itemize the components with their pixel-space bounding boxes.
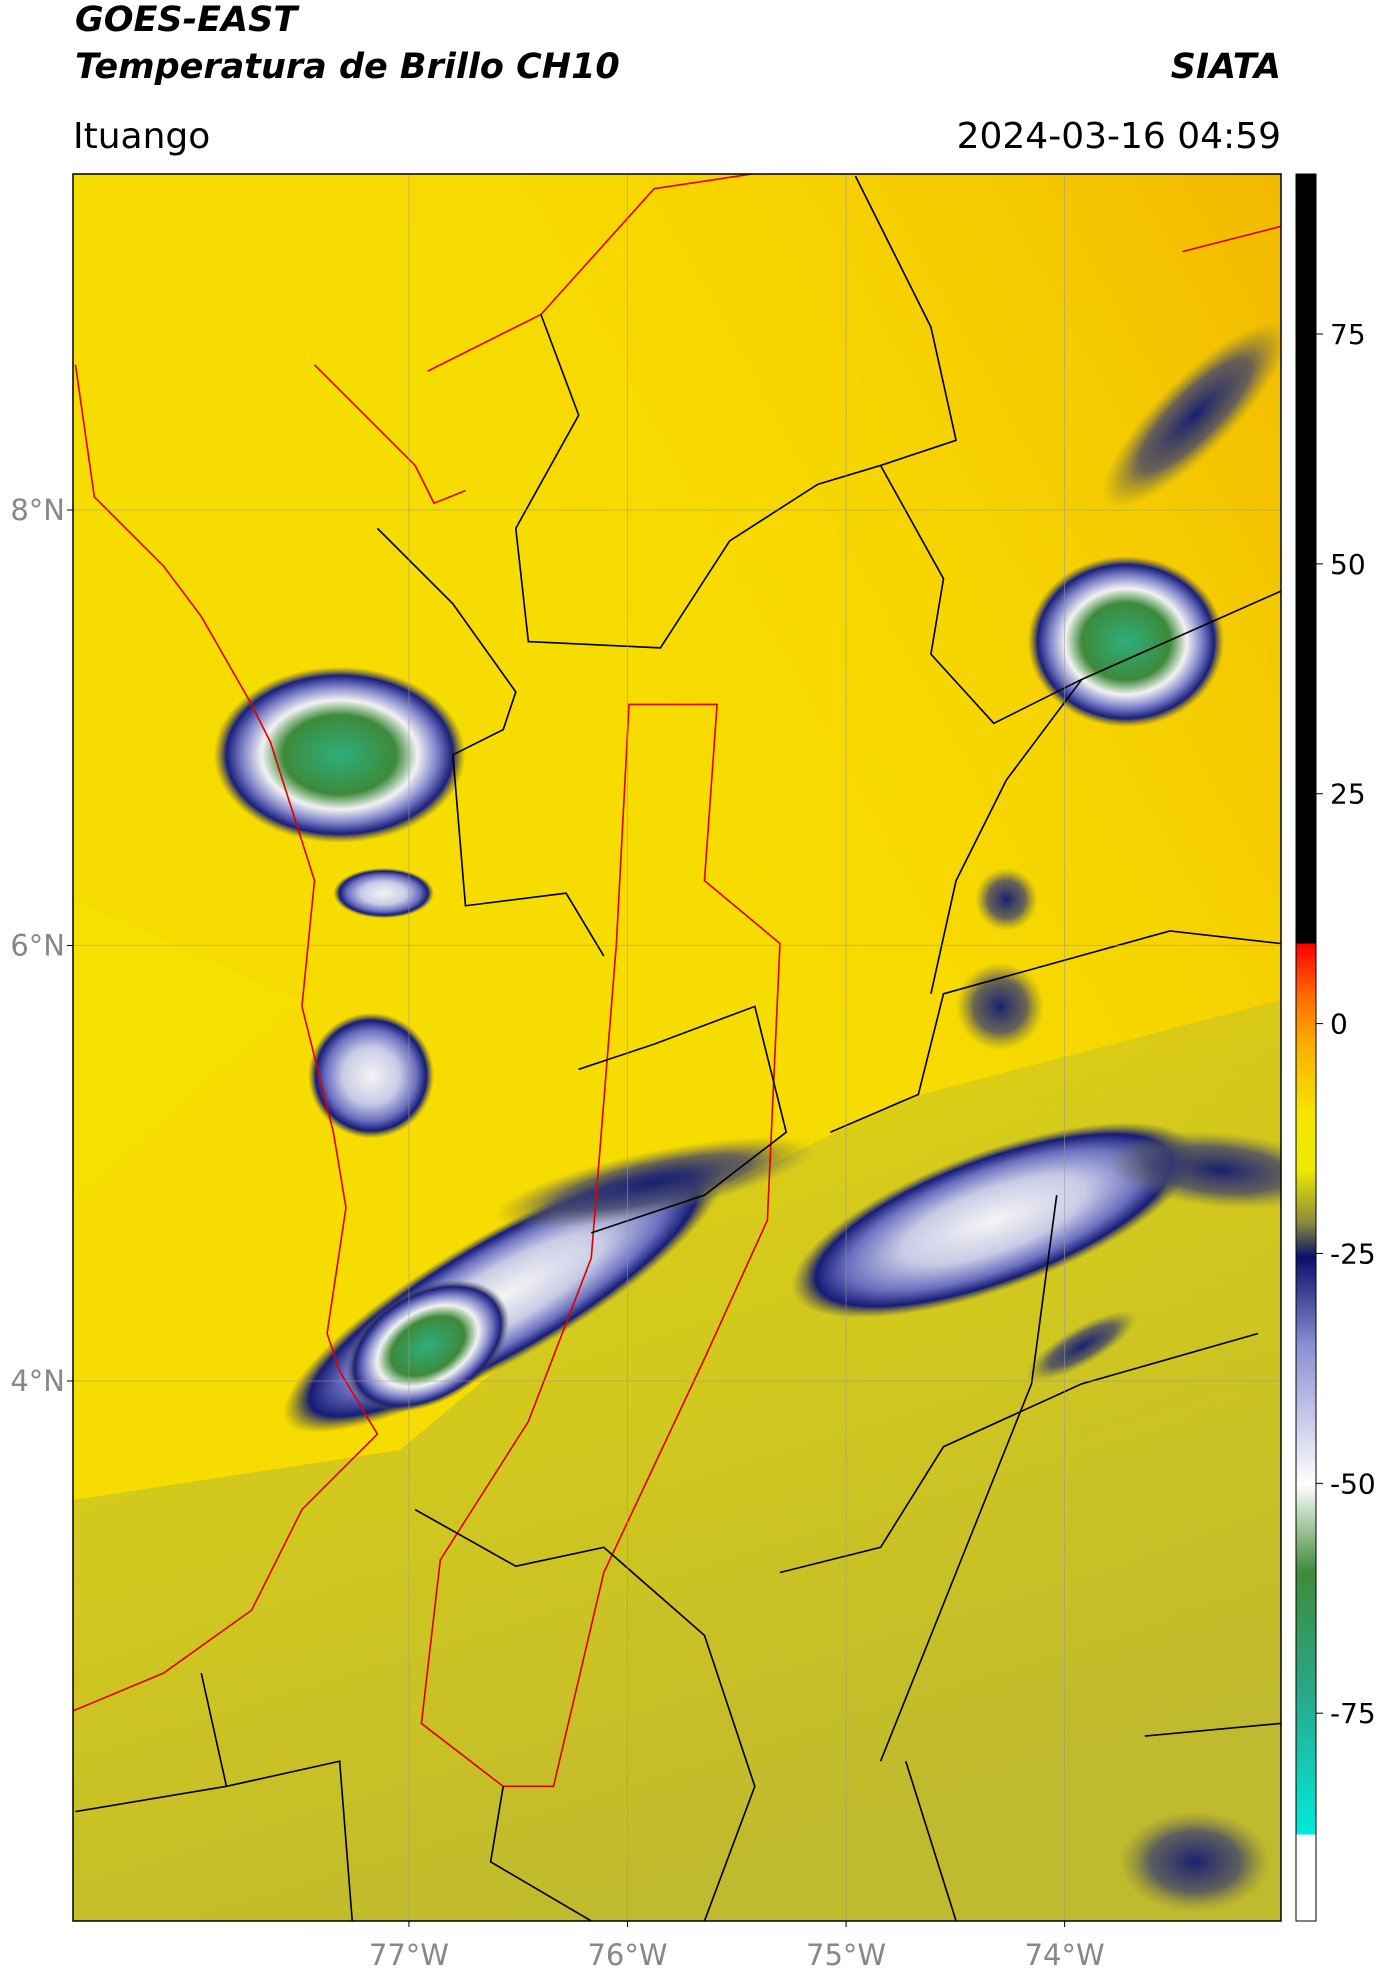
subtitle: Temperatura de Brillo CH10 (75, 47, 620, 87)
grid (73, 174, 1281, 1921)
x-tick-label: 75°W (806, 1938, 886, 1972)
x-tick-label: 74°W (1025, 1938, 1105, 1972)
source: SIATA (1171, 47, 1281, 87)
colorbar-tick-label: -75 (1330, 1697, 1376, 1730)
x-tick-label: 76°W (587, 1938, 667, 1972)
colorbar-tick-label: 25 (1330, 778, 1366, 811)
y-tick-label: 8°N (10, 493, 65, 527)
y-tick-label: 4°N (10, 1364, 65, 1398)
colorbar-tick-label: 0 (1330, 1008, 1348, 1041)
title: GOES-EAST (75, 0, 300, 40)
colorbar-tick-label: 50 (1330, 548, 1366, 581)
timestamp: 2024-03-16 04:59 (957, 116, 1281, 157)
colorbar-tick-label: -50 (1330, 1467, 1376, 1500)
colorbar-tick-label: 75 (1330, 318, 1366, 351)
map-image (73, 174, 1281, 1921)
x-tick-label: 77°W (369, 1938, 449, 1972)
location: Ituango (73, 116, 210, 157)
colorbar-tick-label: -25 (1330, 1237, 1376, 1270)
colorbar (1295, 173, 1317, 1922)
y-tick-label: 6°N (10, 928, 65, 962)
map-frame (72, 173, 1282, 1922)
